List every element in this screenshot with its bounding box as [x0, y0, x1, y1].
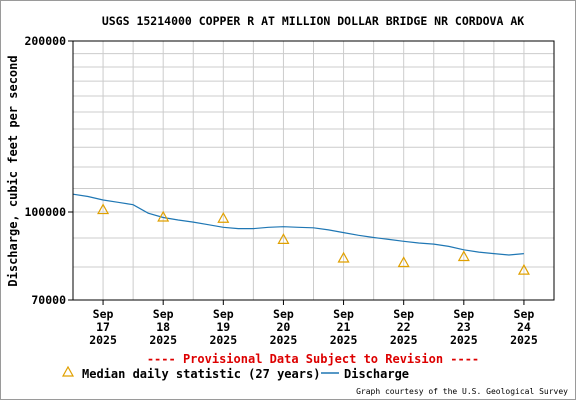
x-tick-label: 22 [397, 320, 411, 334]
plot-area-border [72, 40, 555, 301]
provisional-notice: ---- Provisional Data Subject to Revisio… [147, 352, 479, 366]
x-tick-label: 2025 [270, 333, 298, 347]
y-tick-label: 70000 [31, 293, 66, 307]
x-tick-label: 2025 [330, 333, 358, 347]
legend-median-marker [61, 365, 75, 377]
median-marker [517, 263, 530, 275]
x-tick-label: 2025 [450, 333, 478, 347]
x-tick-label: Sep [333, 307, 354, 321]
x-tick-label: Sep [514, 307, 535, 321]
median-marker [397, 256, 410, 268]
x-axis-ticks: Sep172025Sep182025Sep192025Sep202025Sep2… [89, 300, 538, 347]
y-tick-label: 200000 [24, 34, 66, 48]
y-tick-label: 100000 [24, 205, 66, 219]
credit-text: Graph courtesy of the U.S. Geological Su… [356, 387, 568, 396]
x-tick-label: 2025 [209, 333, 237, 347]
legend-median-label: Median daily statistic (27 years) [82, 367, 320, 381]
x-tick-label: Sep [213, 307, 234, 321]
x-tick-label: Sep [93, 307, 114, 321]
chart-title: USGS 15214000 COPPER R AT MILLION DOLLAR… [102, 14, 524, 28]
grid-lines [72, 41, 555, 301]
x-tick-label: 23 [457, 320, 471, 334]
median-marker [457, 250, 470, 262]
legend-discharge-label: Discharge [344, 367, 409, 381]
x-tick-label: Sep [153, 307, 174, 321]
median-marker [337, 251, 350, 263]
y-axis-ticks: 70000 100000 200000 [24, 34, 73, 307]
series-layer [72, 193, 530, 275]
median-marker [277, 233, 290, 244]
x-tick-label: 20 [277, 320, 291, 334]
discharge-line [72, 193, 524, 256]
x-tick-label: Sep [393, 307, 414, 321]
median-marker [157, 210, 170, 222]
x-tick-label: 18 [156, 320, 170, 334]
x-tick-label: Sep [273, 307, 294, 321]
x-tick-label: 2025 [390, 333, 418, 347]
median-marker [217, 212, 230, 223]
x-tick-label: 2025 [510, 333, 538, 347]
x-tick-label: 24 [517, 320, 531, 334]
x-tick-label: 17 [96, 320, 110, 334]
x-tick-label: Sep [453, 307, 474, 321]
x-tick-label: 2025 [89, 333, 117, 347]
x-tick-label: 19 [216, 320, 230, 334]
median-marker [97, 203, 110, 215]
y-axis-label: Discharge, cubic feet per second [6, 55, 20, 286]
x-tick-label: 2025 [149, 333, 177, 347]
x-tick-label: 21 [337, 320, 351, 334]
